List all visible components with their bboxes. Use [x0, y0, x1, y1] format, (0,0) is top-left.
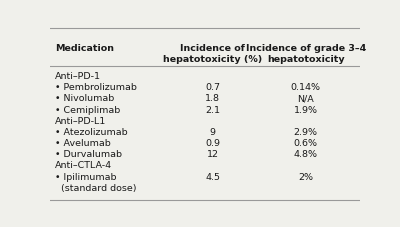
Text: Anti–PD-1: Anti–PD-1: [55, 72, 101, 81]
Text: • Nivolumab: • Nivolumab: [55, 94, 114, 103]
Text: • Pembrolizumab: • Pembrolizumab: [55, 83, 136, 92]
Text: 12: 12: [207, 150, 219, 158]
Text: Incidence of
hepatotoxicity (%): Incidence of hepatotoxicity (%): [163, 44, 262, 63]
Text: • Durvalumab: • Durvalumab: [55, 150, 122, 158]
Text: Medication: Medication: [55, 44, 114, 53]
Text: 1.8: 1.8: [205, 94, 220, 103]
Text: 0.6%: 0.6%: [294, 138, 318, 147]
Text: 4.5: 4.5: [205, 172, 220, 181]
Text: 9: 9: [210, 127, 216, 136]
Text: 0.7: 0.7: [205, 83, 220, 92]
Text: 0.14%: 0.14%: [291, 83, 321, 92]
Text: N/A: N/A: [297, 94, 314, 103]
Text: 2.1: 2.1: [205, 105, 220, 114]
Text: Anti–CTLA-4: Anti–CTLA-4: [55, 161, 112, 170]
Text: 0.9: 0.9: [205, 138, 220, 147]
Text: 1.9%: 1.9%: [294, 105, 318, 114]
Text: Anti–PD-L1: Anti–PD-L1: [55, 116, 106, 125]
Text: 4.8%: 4.8%: [294, 150, 318, 158]
Text: • Ipilimumab: • Ipilimumab: [55, 172, 116, 181]
Text: Incidence of grade 3–4
hepatotoxicity: Incidence of grade 3–4 hepatotoxicity: [246, 44, 366, 63]
Text: • Cemiplimab: • Cemiplimab: [55, 105, 120, 114]
Text: (standard dose): (standard dose): [55, 183, 136, 192]
Text: 2%: 2%: [298, 172, 313, 181]
Text: 2.9%: 2.9%: [294, 127, 318, 136]
Text: • Avelumab: • Avelumab: [55, 138, 110, 147]
Text: • Atezolizumab: • Atezolizumab: [55, 127, 127, 136]
